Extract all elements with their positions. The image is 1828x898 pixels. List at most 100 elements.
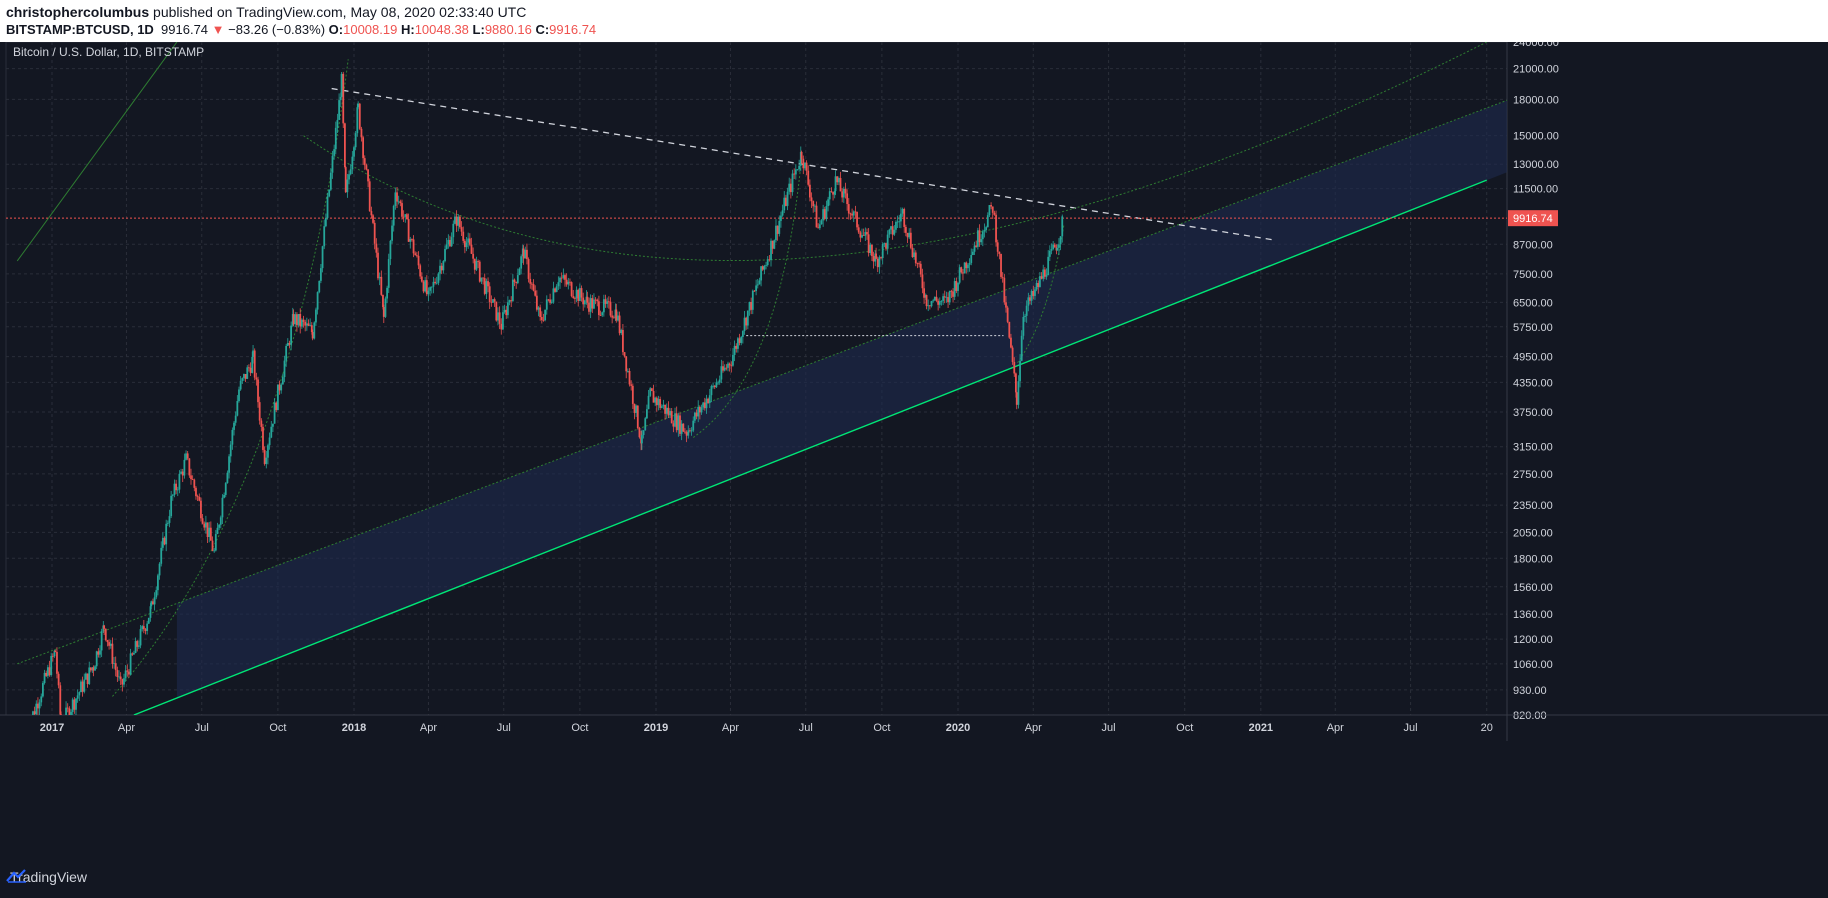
- candle-body: [981, 231, 984, 240]
- candle-body: [1043, 269, 1046, 277]
- candle-body: [157, 575, 159, 591]
- candle-body: [241, 378, 244, 381]
- candle-body: [832, 192, 834, 195]
- candle-body: [305, 323, 308, 326]
- candle-body: [938, 301, 941, 305]
- candle-body: [763, 265, 766, 270]
- symbol-label[interactable]: BITSTAMP:BTCUSD, 1D: [6, 22, 154, 37]
- candle-body: [707, 398, 710, 404]
- trendline-channel-upper: [16, 42, 178, 262]
- candle-body: [861, 235, 863, 238]
- candle-body: [1052, 244, 1055, 250]
- candle-body: [854, 211, 857, 213]
- candle-body: [1030, 291, 1033, 301]
- candle-body: [1032, 291, 1035, 296]
- candle-body: [126, 670, 129, 672]
- candle-body: [372, 215, 374, 223]
- candle-body: [198, 496, 201, 501]
- candle-body: [971, 251, 974, 256]
- tradingview-brand[interactable]: TradingView: [6, 869, 87, 885]
- candle-body: [465, 242, 468, 248]
- candle-body: [791, 173, 794, 193]
- x-tick-label: Oct: [873, 722, 890, 734]
- candle-body: [221, 497, 224, 518]
- chart-area[interactable]: 24000.00 21000.00 18000.00 15000.00 13000.00…: [0, 42, 1828, 898]
- candle-body: [852, 211, 855, 216]
- candle-body: [995, 214, 997, 243]
- candle-body: [141, 626, 144, 630]
- candle-body: [88, 667, 91, 685]
- candle-body: [351, 156, 354, 170]
- candle-body: [278, 384, 281, 391]
- candle-body: [498, 312, 501, 324]
- candle-body: [813, 205, 816, 207]
- candle-body: [263, 449, 266, 464]
- candle-body: [919, 263, 922, 275]
- candle-body: [375, 243, 378, 253]
- down-arrow-icon: ▼: [211, 22, 225, 37]
- candle-body: [236, 401, 239, 416]
- author-name[interactable]: christophercolumbus: [6, 4, 150, 20]
- candle-body: [876, 258, 879, 268]
- candle-body: [601, 312, 604, 316]
- x-tick-label: Jul: [1404, 722, 1418, 734]
- candle-body: [434, 281, 436, 284]
- candle-body: [789, 183, 792, 193]
- candle-body: [607, 301, 610, 303]
- candle-body: [83, 679, 86, 692]
- candle-body: [1056, 247, 1059, 251]
- candle-body: [743, 317, 746, 332]
- candle-body: [152, 601, 154, 605]
- candle-body: [252, 350, 254, 357]
- candle-body: [123, 678, 125, 685]
- candle-body: [500, 323, 503, 330]
- candle-body: [875, 253, 877, 259]
- candle-body: [963, 262, 966, 274]
- candle-body: [935, 296, 938, 301]
- candle-body: [30, 720, 32, 731]
- candle-body: [328, 189, 331, 197]
- candle-body: [953, 281, 956, 297]
- candle-body: [155, 590, 158, 598]
- candle-body: [1025, 305, 1028, 316]
- candle-body: [978, 230, 981, 243]
- candle-body: [705, 398, 708, 409]
- candle-body: [583, 300, 586, 305]
- candle-body: [617, 315, 619, 321]
- candle-body: [788, 183, 791, 192]
- candle-body: [412, 239, 415, 254]
- candle-body: [108, 642, 110, 646]
- candle-body: [857, 227, 860, 233]
- candle-body: [513, 279, 516, 282]
- candle-body: [612, 317, 615, 319]
- candle-body: [958, 267, 961, 283]
- close-value: 9916.74: [549, 22, 597, 37]
- last-price: 9916.74: [161, 22, 209, 37]
- candle-body: [973, 245, 976, 252]
- price-chart[interactable]: 24000.00 21000.00 18000.00 15000.00 13000.00…: [0, 42, 1828, 872]
- candle-body: [682, 423, 685, 432]
- candle-body: [427, 290, 430, 295]
- candle-body: [158, 563, 161, 576]
- y-tick-label: 24000.00: [1513, 42, 1559, 49]
- candle-body: [822, 209, 825, 221]
- candle-body: [990, 205, 992, 207]
- x-tick-label: Apr: [420, 722, 437, 734]
- candle-body: [490, 301, 493, 303]
- candle-body: [636, 405, 639, 429]
- candle-body: [960, 267, 963, 273]
- candle-body: [539, 307, 542, 317]
- candle-body: [923, 288, 925, 298]
- y-tick-label: 7500.00: [1513, 269, 1553, 281]
- candle-body: [577, 289, 580, 301]
- candle-body: [932, 300, 935, 302]
- candle-body: [569, 281, 571, 283]
- candle-body: [208, 527, 211, 538]
- candle-body: [898, 221, 901, 223]
- candle-body: [175, 483, 178, 491]
- candle-body: [740, 336, 743, 343]
- candle-body: [193, 479, 196, 488]
- candle-body: [477, 261, 480, 262]
- candle-body: [928, 305, 931, 307]
- candle-body: [909, 232, 912, 248]
